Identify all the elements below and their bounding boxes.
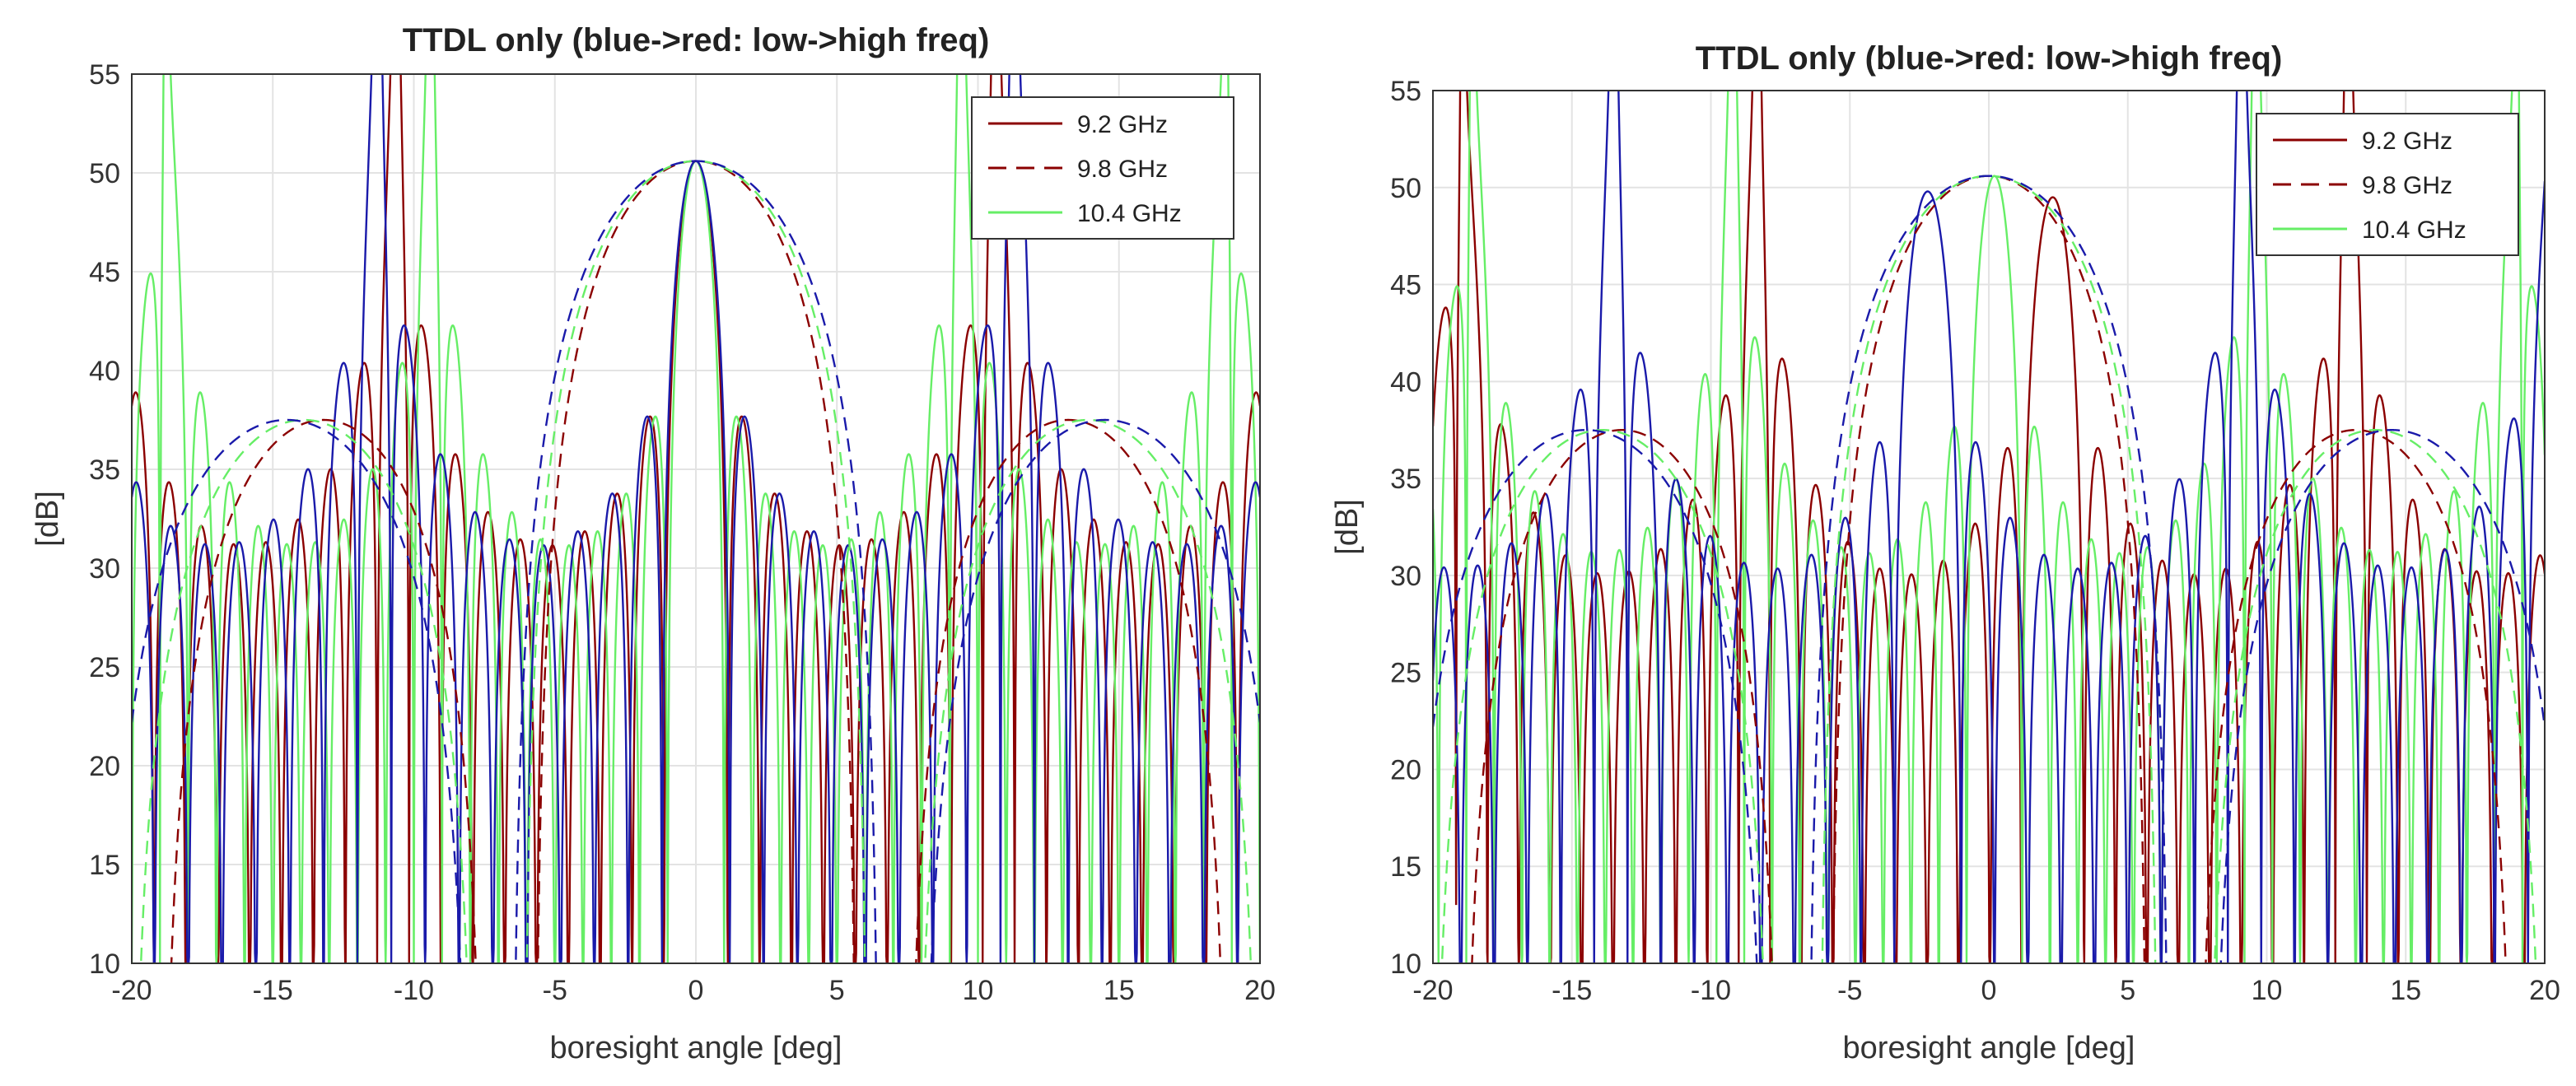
- left-y-tick-label: 10: [89, 949, 120, 980]
- left-x-tick-label: -10: [394, 975, 434, 1006]
- left-legend-label-10.4: 10.4 GHz: [1077, 200, 1182, 227]
- left-x-tick-label: 15: [1104, 975, 1135, 1006]
- right-y-tick-label: 50: [1390, 173, 1421, 204]
- right-series-5: [1433, 175, 2545, 963]
- left-x-tick-label: 0: [688, 975, 704, 1006]
- left-x-tick-label: 5: [829, 975, 845, 1006]
- right-chart-title: TTDL only (blue->red: low->high freq): [1696, 40, 2283, 77]
- left-series-group: [132, 74, 1260, 963]
- right-x-tick-label: -5: [1837, 975, 1862, 1006]
- left-x-axis-label: boresight angle [deg]: [550, 1031, 842, 1065]
- right-x-tick-label: -20: [1412, 975, 1453, 1006]
- left-y-tick-label: 45: [89, 257, 120, 288]
- right-legend-box: [2256, 113, 2519, 256]
- left-legend: 9.2 GHz 9.8 GHz 10.4 GHz: [971, 96, 1234, 240]
- left-x-tick-label: 10: [963, 975, 994, 1006]
- left-ticks: -20 -15 -10 -5 0 5 10 15 20 10 15 20 25 30 35 40 45 50 55: [89, 59, 1276, 1006]
- left-x-tick-label: -20: [111, 975, 152, 1006]
- right-x-tick-label: 0: [1981, 975, 1997, 1006]
- right-y-tick-label: 40: [1390, 366, 1421, 398]
- left-series-3: [170, 160, 1222, 963]
- right-x-tick-label: 10: [2252, 975, 2283, 1006]
- right-y-tick-label: 25: [1390, 658, 1421, 689]
- right-axes-frame: [1432, 90, 2546, 964]
- right-y-tick-label: 15: [1390, 851, 1421, 883]
- right-series-0: [1433, 91, 2545, 963]
- right-legend-label-10.4: 10.4 GHz: [2362, 217, 2466, 244]
- left-chart: -20 -15 -10 -5 0 5 10 15 2010152025303540455055 …: [30, 22, 1276, 1065]
- right-y-tick-label: 45: [1390, 270, 1421, 301]
- left-legend-box: [971, 96, 1234, 240]
- left-y-tick-label: 30: [89, 553, 120, 585]
- right-series-2: [1433, 91, 2545, 963]
- left-y-axis-label: [dB]: [30, 491, 65, 547]
- right-x-axis-label: boresight angle [deg]: [1843, 1031, 2135, 1065]
- left-y-tick-label: 50: [89, 158, 120, 189]
- left-axes-frame: [131, 73, 1261, 964]
- left-y-tick-label: 25: [89, 652, 120, 683]
- right-x-tick-label: -10: [1691, 975, 1731, 1006]
- right-y-tick-label: 30: [1390, 561, 1421, 592]
- left-y-tick-label: 55: [89, 59, 120, 91]
- right-legend: 9.2 GHz 9.8 GHz 10.4 GHz: [2256, 113, 2519, 256]
- right-chart: -20 -15 -10 -5 0 5 10 15 2010152025303540455055 …: [1330, 40, 2560, 1065]
- right-x-tick-label: -15: [1552, 975, 1592, 1006]
- right-x-tick-label: 5: [2120, 975, 2135, 1006]
- right-legend-label-9.2: 9.2 GHz: [2362, 128, 2452, 155]
- right-y-axis-label: [dB]: [1330, 499, 1365, 555]
- right-y-tick-label: 35: [1390, 464, 1421, 495]
- left-y-tick-label: 15: [89, 850, 120, 881]
- right-y-tick-label: 55: [1390, 76, 1421, 107]
- right-series-4: [1440, 175, 2537, 963]
- left-legend-label-9.2: 9.2 GHz: [1077, 111, 1168, 138]
- right-x-tick-label: 15: [2390, 975, 2421, 1006]
- left-series-5: [132, 160, 1260, 963]
- left-x-tick-label: 20: [1244, 975, 1276, 1006]
- left-y-tick-label: 20: [89, 751, 120, 782]
- left-legend-label-9.8: 9.8 GHz: [1077, 156, 1168, 183]
- left-x-tick-label: -15: [253, 975, 293, 1006]
- right-y-tick-label: 10: [1390, 949, 1421, 980]
- right-x-tick-label: 20: [2529, 975, 2560, 1006]
- left-x-tick-label: -5: [543, 975, 567, 1006]
- right-ticks: -20 -15 -10 -5 0 5 10 15 20 10 15 20 25 30 35 40 45 50 55: [1390, 76, 2560, 1006]
- left-chart-title: TTDL only (blue->red: low->high freq): [403, 22, 990, 58]
- left-y-tick-label: 40: [89, 356, 120, 387]
- left-y-tick-label: 35: [89, 454, 120, 486]
- right-y-tick-label: 20: [1390, 754, 1421, 785]
- right-series-1: [1433, 91, 2545, 963]
- right-legend-label-9.8: 9.8 GHz: [2362, 172, 2452, 199]
- right-series-group: [1433, 91, 2545, 963]
